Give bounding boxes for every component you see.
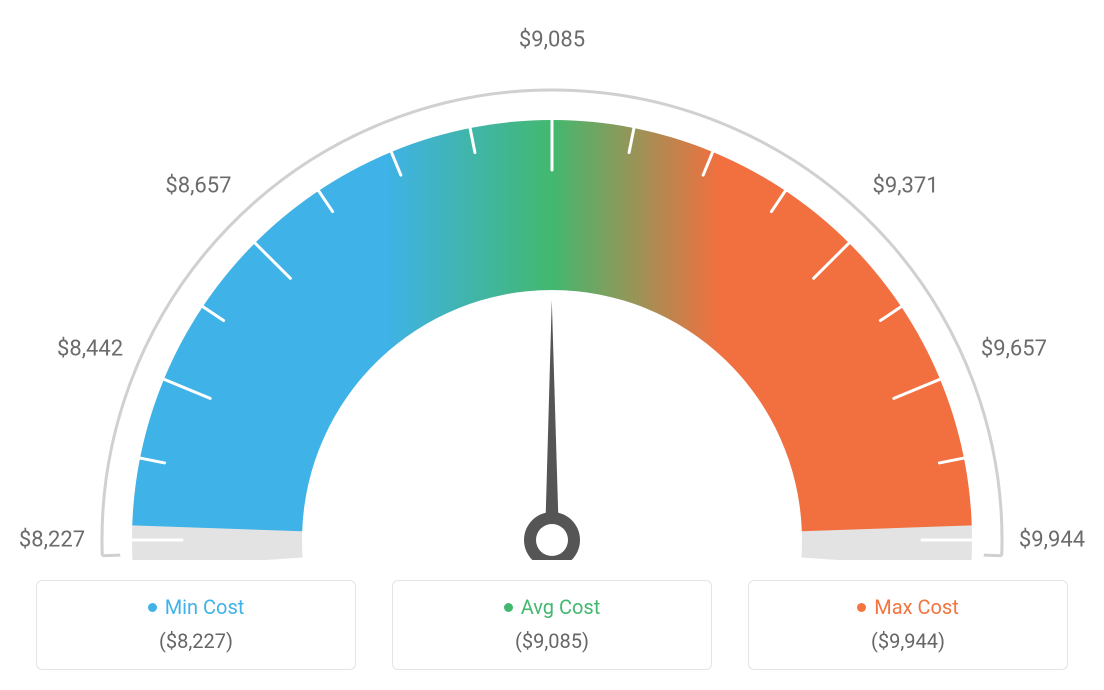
gauge-tick-label: $8,442 <box>57 336 123 361</box>
legend-label: Avg Cost <box>521 595 601 619</box>
gauge-tick-label: $8,657 <box>165 174 231 199</box>
legend-value: ($9,944) <box>759 629 1057 653</box>
legend-card-avg: Avg Cost ($9,085) <box>392 580 712 670</box>
gauge-chart <box>0 0 1104 560</box>
legend-title-min: Min Cost <box>148 595 245 619</box>
legend-card-min: Min Cost ($8,227) <box>36 580 356 670</box>
gauge-tick-label: $9,944 <box>1019 528 1085 553</box>
gauge-tick-label: $9,085 <box>519 28 585 53</box>
gauge-tick-label: $8,227 <box>19 528 85 553</box>
chart-container: $8,227 $8,442 $8,657 $9,085 $9,371 $9,657 $9,9… <box>0 0 1104 690</box>
gauge-tick-label: $9,371 <box>872 174 938 199</box>
gauge-tick-label: $9,657 <box>981 336 1047 361</box>
dot-icon <box>148 603 157 612</box>
dot-icon <box>857 603 866 612</box>
legend-title-max: Max Cost <box>857 595 959 619</box>
gauge-area: $8,227 $8,442 $8,657 $9,085 $9,371 $9,657 $9,9… <box>0 0 1104 560</box>
legend-label: Max Cost <box>874 595 959 619</box>
legend-title-avg: Avg Cost <box>504 595 601 619</box>
legend-label: Min Cost <box>165 595 245 619</box>
legend-card-max: Max Cost ($9,944) <box>748 580 1068 670</box>
legend-value: ($9,085) <box>403 629 701 653</box>
legend-row: Min Cost ($8,227) Avg Cost ($9,085) Max … <box>0 580 1104 670</box>
dot-icon <box>504 603 513 612</box>
legend-value: ($8,227) <box>47 629 345 653</box>
